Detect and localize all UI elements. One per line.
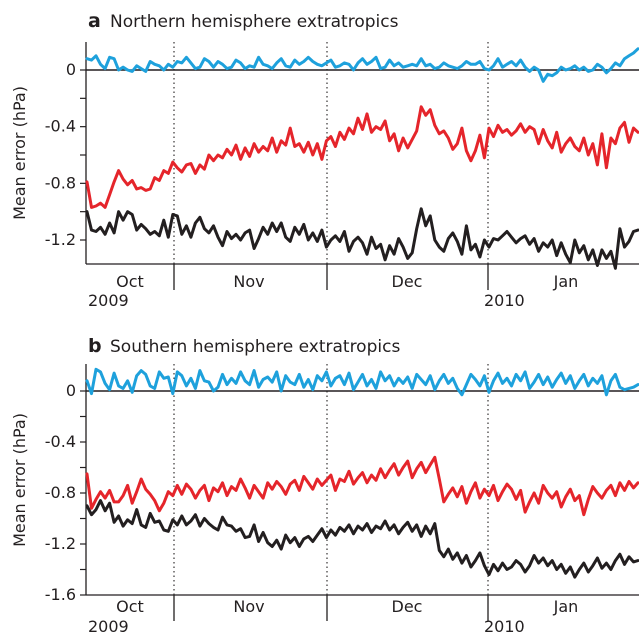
panel-b-x-tick-label: Dec <box>392 597 423 616</box>
panel-b-year-label: 2010 <box>484 617 525 636</box>
panel-a-y-axis-title: Mean error (hPa) <box>10 86 29 220</box>
panel-a-y-tick-label: -0.4 <box>45 117 76 136</box>
panel-b-y-tick-label: -1.6 <box>45 585 76 604</box>
panel-a-letter: a <box>88 10 101 32</box>
panel-b-series-line-0 <box>85 367 639 397</box>
panel-a-x-tick-label: Jan <box>553 272 579 291</box>
panel-a-series-line-2 <box>85 207 639 270</box>
panel-a-x-tick-label: Nov <box>233 272 264 291</box>
panel-a-y-tick-label: -0.8 <box>45 173 76 192</box>
panel-a-y-tick-label: 0 <box>66 60 76 79</box>
panel-b-y-tick-label: -1.2 <box>45 534 76 553</box>
panel-a-year-label: 2009 <box>88 291 129 310</box>
panel-b-series-line-2 <box>85 499 639 579</box>
panel-b-x-tick-label: Oct <box>116 597 144 616</box>
panel-b-year-label: 2009 <box>88 617 129 636</box>
panel-b-y-tick-label: -0.8 <box>45 483 76 502</box>
panel-b-y-axis-title: Mean error (hPa) <box>10 413 29 547</box>
panel-b-x-tick-label: Nov <box>233 597 264 616</box>
panel-b-y-tick-label: 0 <box>66 381 76 400</box>
panel-b-x-tick-label: Jan <box>553 597 579 616</box>
panel-b-letter: b <box>88 335 102 357</box>
panel-b-title: Southern hemisphere extratropics <box>110 337 400 357</box>
panel-a-series-line-1 <box>85 105 639 209</box>
panel-a-title: Northern hemisphere extratropics <box>110 12 399 32</box>
panel-a-y-tick-label: -1.2 <box>45 230 76 249</box>
panel-a-x-tick-label: Dec <box>392 272 423 291</box>
panel-a-series-line-0 <box>85 47 639 83</box>
panel-a-x-tick-label: Oct <box>116 272 144 291</box>
panel-b-y-tick-label: -0.4 <box>45 432 76 451</box>
panel-b-series-line-1 <box>85 455 639 517</box>
panel-a-year-label: 2010 <box>484 291 525 310</box>
